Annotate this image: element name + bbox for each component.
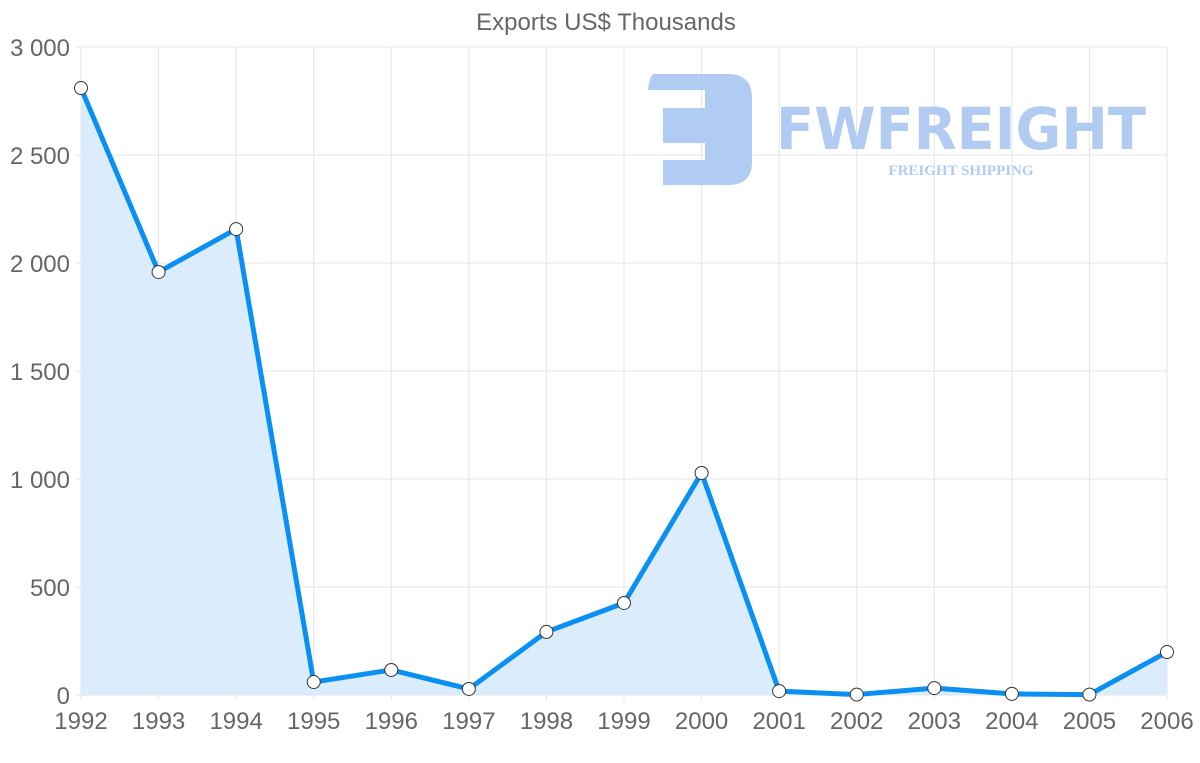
x-tick-label: 2003 — [908, 708, 961, 735]
y-tick-label: 2 500 — [10, 143, 70, 170]
svg-text:FREIGHT SHIPPING: FREIGHT SHIPPING — [888, 163, 1033, 179]
data-point-1995[interactable] — [306, 675, 321, 690]
data-point-1999[interactable] — [617, 595, 631, 610]
x-tick-label: 2004 — [985, 708, 1038, 735]
x-tick-label: 1993 — [132, 708, 185, 735]
x-tick-label: 1997 — [442, 708, 495, 735]
data-point-1993[interactable] — [151, 265, 166, 280]
data-point-1996[interactable] — [384, 662, 399, 677]
y-tick-label: 3 000 — [10, 35, 70, 62]
y-tick-label: 2 000 — [10, 251, 70, 278]
y-tick-label: 1 000 — [10, 467, 70, 494]
data-point-2000[interactable] — [694, 465, 709, 480]
data-point-1998[interactable] — [539, 624, 554, 639]
data-point-2005[interactable] — [1082, 687, 1097, 702]
area-fill — [81, 88, 1167, 696]
y-tick-label: 500 — [30, 575, 70, 602]
x-tick-label: 1995 — [287, 708, 340, 735]
data-point-2003[interactable] — [927, 681, 942, 696]
x-tick-label: 2002 — [830, 708, 883, 735]
x-tick-label: 2000 — [675, 708, 728, 735]
x-tick-label: 1996 — [365, 708, 418, 735]
data-point-2001[interactable] — [772, 684, 787, 699]
data-point-1992[interactable] — [74, 81, 88, 96]
data-point-2002[interactable] — [849, 687, 864, 702]
data-point-2004[interactable] — [1004, 686, 1019, 701]
fwfreight-logo-watermark: FWFREIGHT FREIGHT SHIPPING — [648, 74, 1146, 185]
x-tick-label: 1992 — [54, 708, 107, 735]
x-tick-label: 1999 — [597, 708, 650, 735]
x-tick-label: 2006 — [1140, 708, 1193, 735]
data-point-1994[interactable] — [229, 222, 244, 237]
y-tick-label: 1 500 — [10, 359, 70, 386]
data-point-2006[interactable] — [1160, 645, 1174, 660]
data-point-1997[interactable] — [461, 681, 476, 696]
x-tick-label: 1994 — [209, 708, 262, 735]
y-tick-label: 0 — [57, 683, 70, 710]
x-tick-label: 2001 — [752, 708, 805, 735]
svg-text:FWFREIGHT: FWFREIGHT — [776, 95, 1146, 163]
chart-title: Exports US$ Thousands — [476, 9, 736, 36]
grid — [75, 46, 1168, 701]
x-tick-label: 1998 — [520, 708, 573, 735]
x-tick-label: 2005 — [1063, 708, 1116, 735]
